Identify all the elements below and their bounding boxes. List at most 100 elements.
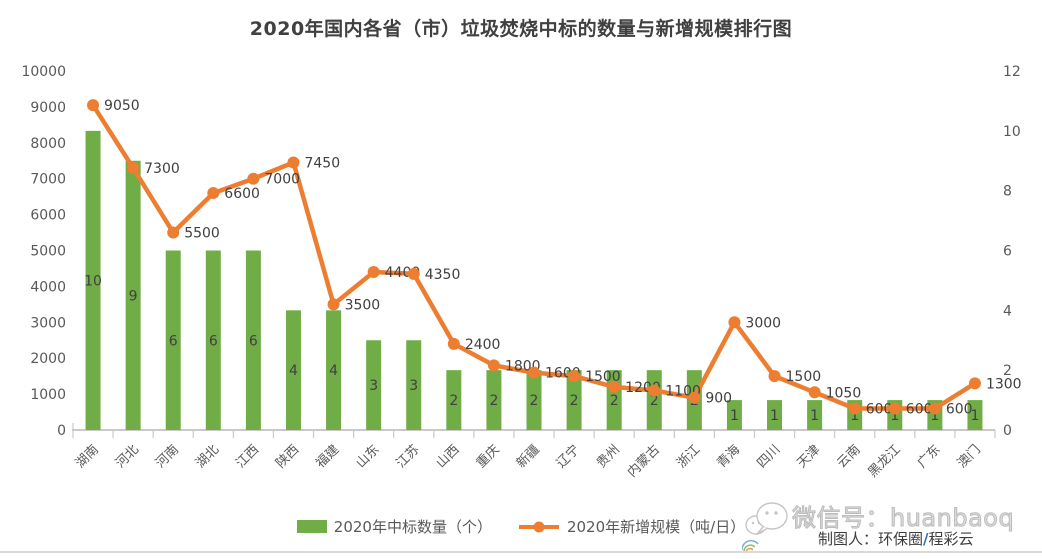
line-point: [247, 172, 260, 185]
left-axis-tick-label: 2000: [30, 351, 66, 367]
line-value-label: 900: [705, 391, 732, 407]
left-axis-tick-label: 1000: [30, 387, 66, 403]
x-category-label: 湖南: [72, 442, 102, 472]
x-category-label: 广东: [915, 442, 944, 471]
bar-series-swatch-icon: [296, 520, 327, 533]
x-category-label: 辽宁: [553, 442, 583, 472]
x-category-label: 青海: [714, 442, 743, 471]
left-axis-tick-label: 0: [57, 423, 66, 439]
bar: [486, 370, 502, 430]
line-point: [928, 402, 941, 415]
right-axis-tick-label: 2: [1003, 363, 1012, 379]
author-slash: /: [923, 530, 929, 548]
line-value-label: 1500: [786, 369, 822, 385]
x-category-label: 澳门: [954, 442, 984, 472]
right-axis-tick-label: 12: [1003, 64, 1021, 80]
bar: [446, 370, 462, 430]
bar-value-label: 1: [770, 408, 779, 424]
legend-line-label: 2020年新增规模（吨/日）: [566, 518, 746, 536]
line-point: [808, 386, 821, 399]
x-category-label: 河北: [113, 442, 142, 471]
bottom-border: [0, 551, 1042, 553]
line-value-label: 2400: [465, 337, 501, 353]
bar-value-label: 3: [369, 378, 378, 394]
line-point: [327, 298, 340, 311]
x-category-label: 山东: [353, 442, 382, 471]
bar-value-label: 4: [289, 363, 298, 379]
legend-line-item: 2020年新增规模（吨/日）: [518, 516, 745, 537]
left-axis-tick-label: 10000: [21, 64, 66, 80]
bar-value-label: 1: [850, 408, 859, 424]
x-category-label: 河南: [152, 442, 182, 472]
bar: [807, 400, 823, 430]
bar-value-label: 2: [610, 393, 619, 409]
bar-value-label: 6: [209, 333, 218, 349]
line-series-marker-icon: [518, 521, 559, 532]
bar-value-label: 2: [489, 393, 498, 409]
x-category-label: 福建: [313, 442, 342, 471]
x-category-label: 内蒙古: [624, 442, 663, 481]
right-axis-tick-label: 10: [1003, 124, 1021, 140]
bar: [366, 340, 382, 430]
legend-bar-item: 2020年中标数量（个）: [296, 516, 492, 537]
bar: [726, 400, 742, 430]
bar: [406, 340, 422, 430]
author-credit: 制图人：环保圈/程彩云: [818, 528, 974, 549]
line-point: [728, 316, 741, 329]
bar: [967, 400, 983, 430]
line-value-label: 9050: [104, 98, 140, 114]
line-value-label: 1050: [826, 385, 862, 401]
bar-value-label: 1: [890, 408, 899, 424]
line-value-label: 7300: [144, 161, 180, 177]
bar: [566, 370, 582, 430]
left-axis-tick-label: 7000: [30, 172, 66, 188]
line-value-label: 600: [866, 401, 893, 417]
wechat-icon: [742, 502, 788, 552]
line-point: [968, 377, 981, 390]
bar: [245, 250, 261, 430]
bar-value-label: 1: [930, 408, 939, 424]
line-value-label: 6600: [224, 186, 260, 202]
watermark: 微信号：huanbaoq 制图人：环保圈/程彩云: [740, 492, 1042, 552]
line-point: [127, 161, 140, 174]
bar-value-label: 6: [169, 333, 178, 349]
x-category-label: 陕西: [273, 442, 302, 471]
line-value-label: 3500: [345, 297, 381, 313]
line-point: [768, 370, 781, 383]
bar: [85, 130, 101, 431]
left-axis-tick-label: 3000: [30, 315, 66, 331]
line-value-label: 600: [946, 401, 973, 417]
x-category-label: 重庆: [473, 442, 503, 472]
line-point: [568, 370, 581, 383]
x-category-label: 新疆: [513, 442, 543, 472]
x-category-label: 江苏: [393, 442, 423, 472]
line-point: [608, 380, 621, 393]
x-category-label: 贵州: [594, 442, 623, 471]
bar-value-label: 1: [970, 408, 979, 424]
bar-value-label: 1: [810, 408, 819, 424]
bar: [125, 160, 141, 430]
line-point: [688, 391, 701, 404]
x-category-label: 山西: [434, 442, 463, 471]
right-axis-tick-label: 6: [1003, 244, 1012, 260]
line-point: [367, 266, 380, 279]
x-category-label: 天津: [794, 442, 823, 471]
wechat-id-text: 微信号：huanbaoq: [791, 504, 1015, 533]
page-title: 2020年国内各省（市）垃圾焚烧中标的数量与新增规模排行图: [249, 18, 793, 40]
legend-bar-label: 2020年中标数量（个）: [333, 518, 492, 536]
author-suffix: 程彩云: [928, 530, 974, 548]
bar-value-label: 4: [329, 363, 338, 379]
line-point: [287, 156, 300, 169]
bar: [205, 250, 221, 430]
bar: [165, 250, 181, 430]
legend: 2020年中标数量（个） 2020年新增规模（吨/日）: [0, 516, 1042, 537]
line-point: [407, 267, 420, 280]
left-axis-tick-label: 5000: [30, 244, 66, 260]
bar: [526, 370, 542, 430]
line-point: [848, 402, 861, 415]
x-category-label: 云南: [834, 442, 864, 472]
line-point: [207, 187, 220, 200]
x-category-label: 浙江: [674, 442, 703, 471]
